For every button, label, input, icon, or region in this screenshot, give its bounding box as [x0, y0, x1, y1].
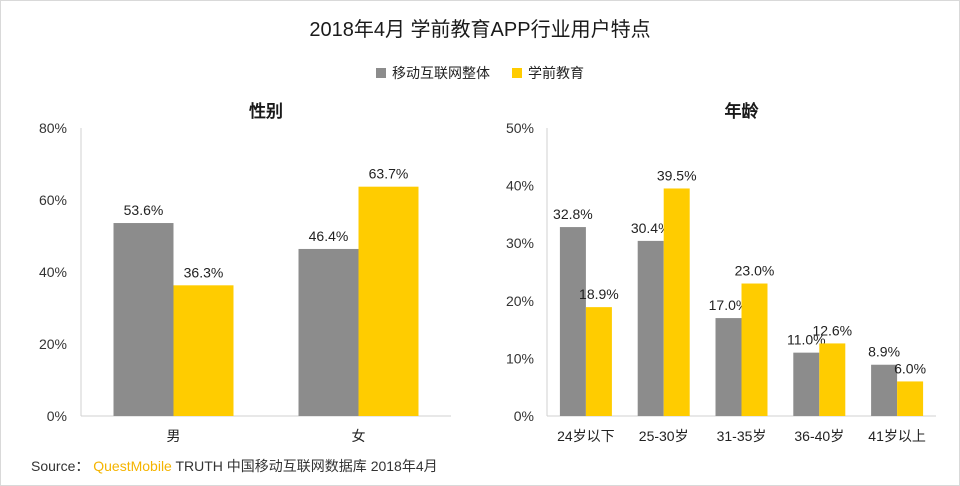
panel2-data-label: 30.4%	[631, 220, 671, 236]
panel1-bar-overall	[298, 248, 359, 416]
panel2-y-tick-label: 10%	[506, 350, 534, 366]
panel2-bar-preschool	[663, 188, 690, 416]
panel1-data-label: 53.6%	[124, 202, 164, 218]
legend-item-overall: 移动互联网整体	[376, 63, 490, 83]
panel2-data-label: 8.9%	[868, 344, 900, 360]
panel2-bar-preschool	[819, 343, 846, 416]
panel1-y-tick-label: 60%	[39, 192, 67, 208]
panel2-bar-overall	[559, 227, 586, 416]
panel1-x-tick-label: 女	[352, 428, 366, 444]
panel1-bar-preschool	[358, 186, 419, 416]
panel2-x-tick-label: 36-40岁	[794, 428, 844, 444]
source-text: TRUTH 中国移动互联网数据库 2018年4月	[175, 458, 438, 474]
panel2-data-label: 17.0%	[709, 297, 749, 313]
panel1-title: 性别	[249, 101, 283, 121]
panel1-data-label: 63.7%	[369, 166, 409, 182]
chart-title: 2018年4月 学前教育APP行业用户特点	[309, 19, 651, 41]
legend-label-preschool: 学前教育	[528, 65, 584, 81]
panel2-bar-overall	[637, 240, 664, 416]
panel1-x-tick-label: 男	[167, 428, 181, 444]
panel2-y-tick-label: 30%	[506, 235, 534, 251]
panel2-y-tick-label: 40%	[506, 178, 534, 194]
panel1-y-tick-label: 20%	[39, 336, 67, 352]
panel1-data-label: 46.4%	[309, 228, 349, 244]
panel2-bar-preschool	[897, 381, 924, 416]
panel2-bar-preschool	[741, 283, 768, 416]
panel2-bar-overall	[871, 364, 898, 416]
panel2-title: 年龄	[725, 101, 760, 121]
panel2-x-tick-label: 31-35岁	[717, 428, 767, 444]
panel2-bar-overall	[715, 318, 742, 416]
source-brand: QuestMobile	[93, 458, 172, 474]
panel1-y-tick-label: 40%	[39, 264, 67, 280]
panel2-data-label: 39.5%	[657, 167, 697, 183]
panel2-data-label: 12.6%	[812, 322, 852, 338]
panel2-y-tick-label: 0%	[514, 408, 534, 424]
panel2-data-label: 11.0%	[787, 332, 826, 348]
panel2-bar-preschool	[585, 307, 612, 416]
panel2-x-tick-label: 25-30岁	[639, 428, 689, 444]
legend-swatch-overall	[376, 68, 386, 78]
panel2-x-tick-label: 41岁以上	[868, 428, 926, 444]
panel1-y-tick-label: 80%	[39, 120, 67, 136]
source-prefix: Source：	[31, 458, 90, 474]
panel1-y-tick-label: 0%	[47, 408, 67, 424]
panel2-x-tick-label: 24岁以下	[557, 428, 615, 444]
panel2-data-label: 6.0%	[894, 360, 926, 376]
legend-swatch-preschool	[512, 68, 522, 78]
source-note: Source： QuestMobile TRUTH 中国移动互联网数据库 201…	[31, 456, 438, 476]
panel2-data-label: 32.8%	[553, 206, 593, 222]
panel2-data-label: 23.0%	[735, 263, 775, 279]
legend: 移动互联网整体 学前教育	[1, 63, 959, 83]
panel2-data-label: 18.9%	[579, 286, 619, 302]
legend-label-overall: 移动互联网整体	[392, 65, 490, 81]
panel2-y-tick-label: 20%	[506, 293, 534, 309]
panel1-bar-overall	[113, 223, 174, 416]
panel2-bar-overall	[793, 352, 820, 416]
legend-item-preschool: 学前教育	[512, 63, 584, 83]
panel1-data-label: 36.3%	[184, 264, 224, 280]
panel1-bar-preschool	[173, 285, 234, 416]
panel2-y-tick-label: 50%	[506, 120, 534, 136]
